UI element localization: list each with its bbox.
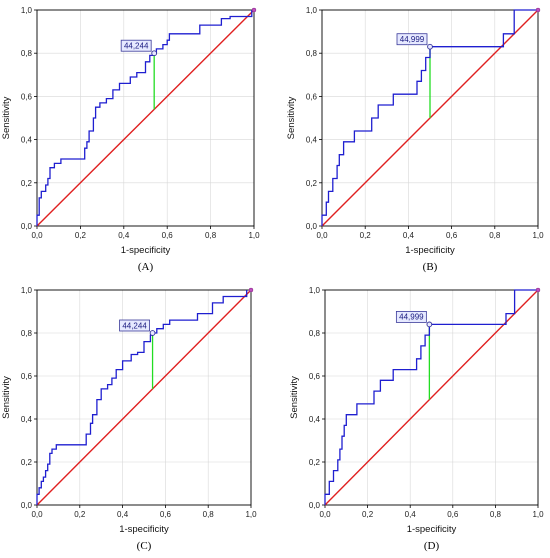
x-tick-label: 0,2 — [362, 510, 374, 519]
cutoff-marker — [426, 321, 433, 328]
y-axis-label: Sensitivity — [1, 96, 12, 139]
panel-label: (C) — [137, 540, 152, 552]
y-tick-label: 1,0 — [21, 6, 33, 15]
cutoff-label: 44,244 — [122, 321, 147, 330]
x-tick-label: 1,0 — [532, 231, 544, 240]
x-axis-label: 1-specificity — [121, 245, 171, 256]
x-tick-label: 0,4 — [403, 231, 415, 240]
y-tick-label: 0,4 — [309, 415, 321, 424]
cutoff-label-box — [119, 319, 150, 332]
y-tick-label: 0,4 — [306, 136, 318, 145]
reference-line — [36, 9, 255, 227]
x-tick-label: 0,8 — [489, 231, 501, 240]
x-axis-label: 1-specificity — [119, 524, 169, 535]
x-tick-label: 1,0 — [245, 510, 257, 519]
y-tick-label: 0,8 — [21, 329, 33, 338]
plot-frame — [321, 9, 539, 227]
x-tick-label: 0,0 — [31, 510, 43, 519]
panel-label: (D) — [424, 540, 440, 552]
x-tick-label: 0,8 — [205, 231, 217, 240]
plot-frame — [36, 9, 255, 227]
y-tick-label: 0,2 — [21, 179, 33, 188]
y-tick-label: 0,6 — [306, 92, 318, 101]
x-tick-label: 0,8 — [490, 510, 502, 519]
y-tick-label: 1,0 — [309, 286, 321, 295]
y-tick-label: 0,4 — [21, 415, 33, 424]
roc-curve — [321, 9, 538, 226]
x-tick-label: 0,6 — [160, 510, 172, 519]
x-axis-label: 1-specificity — [405, 245, 455, 256]
roc-panel-1: 0,0 0,2 0,4 0,6 0,8 1,0 0,0 0,2 0,4 0,6 0,8 1,0 44,2… — [1, 6, 260, 273]
y-tick-label: 0,4 — [21, 136, 33, 145]
y-tick-label: 0,6 — [21, 92, 33, 101]
y-tick-label: 0,6 — [21, 372, 33, 381]
y-tick-label: 0,0 — [306, 222, 318, 231]
reference-line — [324, 289, 539, 506]
endpoint-marker — [251, 7, 257, 13]
x-tick-label: 0,2 — [75, 231, 87, 240]
y-tick-label: 0,0 — [21, 222, 33, 231]
cutoff-label-box — [395, 310, 427, 323]
cutoff-label: 44,244 — [124, 42, 149, 51]
endpoint-marker — [248, 287, 254, 293]
y-axis-label: Sensitivity — [1, 376, 12, 419]
cutoff-marker — [149, 330, 156, 336]
roc-curve — [324, 289, 538, 505]
panel-label: (A) — [138, 261, 154, 273]
cutoff-label: 44,999 — [399, 313, 424, 322]
x-tick-label: 0,4 — [118, 231, 130, 240]
panel-label: (B) — [423, 261, 438, 273]
x-tick-label: 0,6 — [162, 231, 174, 240]
roc-curve — [36, 10, 253, 226]
plot-frame — [324, 289, 539, 506]
y-tick-label: 0,8 — [21, 49, 33, 58]
y-tick-label: 0,2 — [306, 179, 318, 188]
x-tick-label: 0,6 — [447, 510, 459, 519]
x-tick-label: 0,6 — [446, 231, 458, 240]
y-tick-label: 0,8 — [309, 329, 321, 338]
y-axis-label: Sensitivity — [289, 376, 300, 419]
x-tick-label: 0,0 — [316, 231, 328, 240]
x-tick-label: 0,2 — [74, 510, 86, 519]
y-tick-label: 0,0 — [309, 501, 321, 510]
x-tick-label: 0,2 — [360, 231, 372, 240]
x-tick-label: 0,4 — [117, 510, 129, 519]
x-tick-label: 0,0 — [31, 231, 43, 240]
x-tick-label: 1,0 — [532, 510, 544, 519]
y-tick-label: 0,6 — [309, 372, 321, 381]
endpoint-marker — [535, 287, 541, 293]
y-tick-label: 0,2 — [309, 458, 321, 467]
x-tick-label: 0,0 — [319, 510, 331, 519]
cutoff-label: 44,999 — [400, 35, 425, 44]
roc-curve — [36, 290, 248, 505]
roc-panel-2: 0,0 0,2 0,4 0,6 0,8 1,0 0,0 0,2 0,4 0,6 0,8 1,0 44,9… — [286, 6, 544, 273]
x-axis-label: 1-specificity — [407, 524, 457, 535]
x-tick-label: 0,4 — [405, 510, 417, 519]
y-tick-label: 0,2 — [21, 458, 33, 467]
x-tick-label: 0,8 — [203, 510, 215, 519]
y-axis-label: Sensitivity — [286, 96, 297, 139]
roc-panel-3: 0,0 0,2 0,4 0,6 0,8 1,0 0,0 0,2 0,4 0,6 0,8 1,0 44,2… — [1, 286, 257, 552]
y-tick-label: 1,0 — [21, 286, 33, 295]
endpoint-marker — [535, 7, 541, 13]
reference-line — [36, 289, 252, 506]
y-tick-label: 1,0 — [306, 6, 318, 15]
cutoff-label-box — [120, 39, 152, 52]
y-tick-label: 0,8 — [306, 49, 318, 58]
plot-frame — [36, 289, 252, 506]
x-tick-label: 1,0 — [248, 231, 260, 240]
cutoff-marker — [151, 50, 158, 57]
roc-panel-4: 0,0 0,2 0,4 0,6 0,8 1,0 0,0 0,2 0,4 0,6 0,8 1,0 44,9… — [289, 286, 544, 552]
cutoff-label-box — [396, 33, 428, 46]
y-tick-label: 0,0 — [21, 501, 33, 510]
cutoff-marker — [427, 43, 433, 50]
